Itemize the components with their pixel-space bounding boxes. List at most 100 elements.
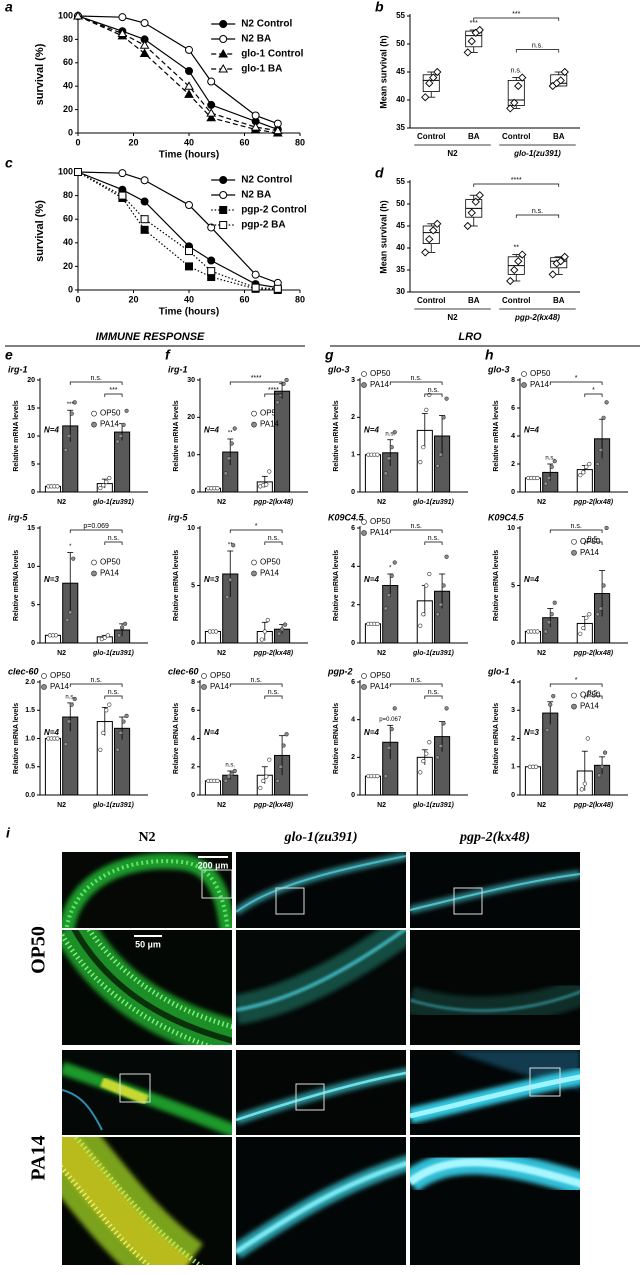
group-label: pgp-2(kx48): [573, 802, 614, 809]
y-tick-label: 10: [187, 525, 195, 532]
y-axis-label: Relative mRNA levels: [173, 550, 180, 621]
data-point: [272, 125, 283, 135]
y-tick-label: 50: [396, 199, 405, 208]
data-point: [582, 781, 587, 786]
data-point: [392, 430, 397, 435]
group-label: N2: [217, 499, 226, 506]
group-label: pgp-2(kx48): [514, 313, 560, 322]
legend-label: PA14: [260, 420, 280, 429]
legend-label: N2 BA: [241, 34, 271, 45]
group-label: glo-1(zu391): [92, 499, 135, 506]
group-label: pgp-2(kx48): [253, 802, 294, 809]
legend-marker: [251, 421, 257, 428]
micrograph: 200 µm: [62, 852, 232, 928]
significance-label: **: [514, 244, 520, 251]
legend-label: PA14: [580, 702, 600, 711]
group-label: pgp-2(kx48): [253, 650, 294, 657]
worm-yellow: [62, 1137, 193, 1265]
y-tick-label: 2: [351, 602, 355, 609]
data-point: [578, 631, 583, 636]
y-tick-label: 50: [396, 39, 405, 48]
group-label: N2: [377, 499, 386, 506]
data-point: [63, 447, 68, 453]
chart-title: irg-1: [8, 364, 28, 374]
data-point: [267, 469, 272, 474]
n-label: N=4: [524, 426, 539, 435]
data-point: [206, 108, 217, 117]
group-label: glo-1(zu391): [412, 802, 455, 809]
legend-label: OP50: [370, 369, 391, 378]
data-point: [225, 594, 230, 600]
data-point: [421, 445, 426, 450]
chart-title: glo-3: [327, 364, 350, 374]
data-point: [72, 400, 77, 405]
chart-title: clec-60: [8, 666, 39, 676]
significance-bracket: [104, 393, 123, 397]
significance-label: *: [389, 566, 392, 572]
data-point: [518, 73, 527, 82]
data-point: [556, 76, 565, 85]
data-point: [273, 284, 282, 293]
legend-label: N2 BA: [241, 190, 271, 201]
legend-label: OP50: [50, 671, 71, 680]
data-point: [549, 464, 554, 469]
y-tick-label: 0: [68, 284, 73, 294]
legend-label: PA14: [260, 569, 280, 578]
data-point: [139, 48, 150, 57]
significance-label: **: [228, 431, 233, 437]
worm: [236, 930, 406, 1012]
data-point: [552, 600, 557, 605]
data-point: [118, 191, 127, 200]
micrograph: [410, 930, 580, 1045]
chart-title: irg-5: [8, 512, 28, 522]
legend-label: OP50: [100, 558, 121, 567]
data-point: [441, 721, 446, 726]
chart-title: clec-60: [168, 666, 199, 676]
n-label: N=4: [204, 426, 219, 435]
significance-label: *: [69, 544, 72, 550]
legend-marker: [361, 382, 367, 388]
data-point: [429, 73, 438, 82]
data-point: [55, 736, 60, 741]
data-point: [375, 774, 380, 779]
y-tick-label: 0: [511, 640, 515, 647]
significance-label: ***: [470, 20, 478, 27]
x-tick-label: Control: [502, 132, 530, 141]
significance-bracket: [389, 381, 443, 385]
panel-letter: h: [485, 347, 494, 363]
x-tick-label: BA: [468, 132, 480, 141]
bracket-label: n.s.: [428, 387, 439, 394]
data-point: [556, 257, 565, 266]
data-point: [207, 267, 216, 276]
data-point: [444, 396, 449, 401]
inset-box: [201, 869, 232, 899]
group-label: N2: [447, 149, 458, 158]
data-point: [392, 706, 397, 711]
bracket-label: n.s.: [428, 535, 439, 542]
data-point: [543, 629, 548, 634]
bracket-label: n.s.: [411, 677, 422, 684]
legend-marker: [41, 684, 47, 690]
data-point: [207, 256, 216, 265]
y-tick-label: 2: [351, 414, 355, 421]
bar: [364, 454, 382, 493]
bar: [44, 738, 62, 796]
y-tick-label: 6: [351, 525, 355, 532]
y-tick-label: 55: [396, 11, 405, 20]
y-tick-label: 80: [63, 190, 73, 200]
data-point: [585, 736, 590, 741]
legend-marker: [251, 410, 257, 417]
column-header: N2: [138, 830, 155, 845]
legend-marker: [361, 530, 367, 536]
significance-bracket: [584, 393, 603, 397]
legend-label: OP50: [260, 558, 281, 567]
data-point: [278, 764, 283, 769]
data-point: [207, 100, 216, 109]
y-tick-label: 4: [351, 563, 355, 570]
data-point: [418, 460, 423, 465]
x-tick-label: 0: [75, 294, 80, 304]
y-tick-label: 20: [187, 414, 195, 421]
bar: [524, 766, 542, 796]
y-tick-label: 55: [396, 177, 405, 186]
y-axis-label: Relative mRNA levels: [173, 703, 180, 774]
